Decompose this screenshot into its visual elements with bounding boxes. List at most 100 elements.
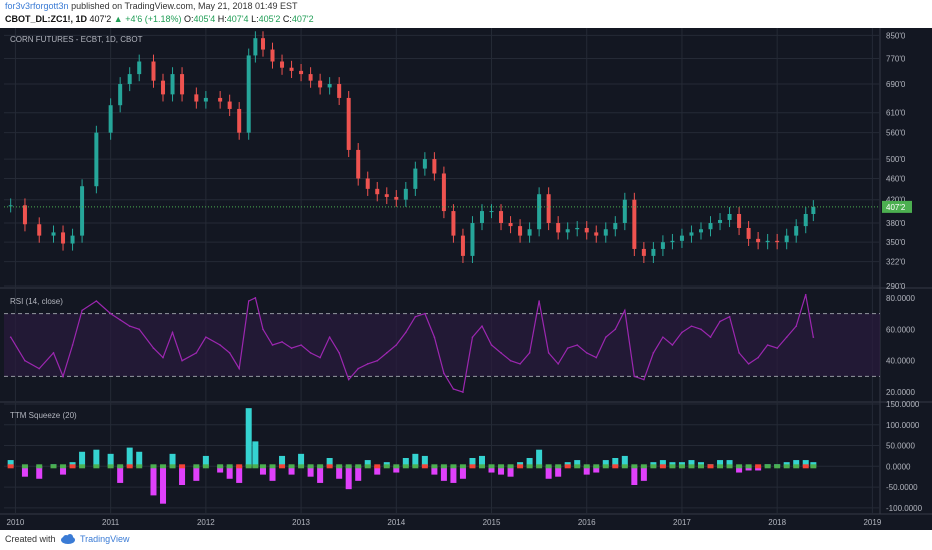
candle-body bbox=[489, 211, 494, 213]
squeeze-dot bbox=[488, 464, 495, 469]
squeeze-bar bbox=[545, 466, 552, 479]
squeeze-bar bbox=[60, 466, 67, 475]
candle-body bbox=[394, 196, 399, 200]
current-price: 407'2 bbox=[89, 14, 112, 24]
candle-body bbox=[727, 213, 732, 220]
squeeze-dot bbox=[745, 464, 752, 469]
candle-body bbox=[584, 227, 589, 233]
rsi-point bbox=[662, 336, 664, 338]
squeeze-dot bbox=[583, 464, 590, 469]
rsi-point bbox=[247, 300, 250, 302]
chart-svg[interactable]: 2010 2011 2012 2013 2014 2015 2016 2017 2018 2019… bbox=[0, 28, 932, 530]
squeeze-tick-label: 0.0000 bbox=[886, 462, 911, 471]
candle-body bbox=[613, 223, 618, 230]
squeeze-bar bbox=[7, 460, 14, 467]
rsi-tick-label: 20.0000 bbox=[886, 388, 915, 397]
rsi-point bbox=[795, 325, 798, 327]
candle-body bbox=[365, 178, 370, 189]
candle-body bbox=[346, 97, 351, 150]
candle-body bbox=[508, 223, 513, 227]
rsi-point bbox=[395, 344, 398, 346]
rsi-point bbox=[357, 367, 360, 370]
rsi-point bbox=[119, 319, 121, 321]
squeeze-bar bbox=[202, 455, 209, 467]
squeeze-bar bbox=[631, 466, 638, 485]
tradingview-link[interactable]: TradingView bbox=[80, 534, 130, 544]
squeeze-dot bbox=[269, 464, 276, 469]
squeeze-bar bbox=[431, 466, 438, 475]
candle-body bbox=[441, 173, 446, 212]
squeeze-bar bbox=[252, 441, 259, 467]
chart-area[interactable]: 2010 2011 2012 2013 2014 2015 2016 2017 2018 2019… bbox=[0, 28, 932, 530]
candle-body bbox=[280, 61, 285, 68]
rsi-point bbox=[519, 363, 521, 365]
squeeze-dot bbox=[431, 464, 438, 469]
candle-body bbox=[227, 101, 232, 109]
time-tick-label: 2015 bbox=[483, 518, 501, 527]
candle-body bbox=[632, 199, 637, 249]
candle-body bbox=[403, 188, 408, 200]
high-value: 407'4 bbox=[226, 14, 249, 24]
squeeze-dot bbox=[259, 464, 266, 469]
candle-body bbox=[479, 211, 484, 224]
rsi-point bbox=[109, 312, 112, 315]
candle-body bbox=[180, 74, 185, 95]
rsi-point bbox=[481, 325, 483, 327]
squeeze-dot bbox=[631, 464, 638, 469]
candle-body bbox=[237, 108, 242, 133]
price-tick-label: 350'0 bbox=[886, 238, 906, 247]
rsi-point bbox=[128, 325, 131, 327]
candle-body bbox=[460, 235, 465, 256]
squeeze-dot bbox=[160, 464, 167, 469]
candle-body bbox=[127, 74, 132, 85]
time-tick-label: 2018 bbox=[768, 518, 786, 527]
rsi-point bbox=[262, 328, 264, 331]
squeeze-dot bbox=[678, 464, 685, 469]
candle-body bbox=[803, 213, 808, 227]
candle-body bbox=[246, 55, 251, 133]
squeeze-dot bbox=[574, 464, 581, 469]
squeeze-bar bbox=[226, 466, 233, 479]
candle-body bbox=[94, 132, 99, 187]
squeeze-dot bbox=[307, 464, 314, 469]
rsi-point bbox=[595, 356, 598, 359]
squeeze-dot bbox=[650, 464, 657, 469]
squeeze-dot bbox=[150, 464, 157, 469]
squeeze-tick-label: 150.0000 bbox=[886, 400, 920, 409]
close-value: 407'2 bbox=[291, 14, 314, 24]
squeeze-dot bbox=[21, 464, 28, 469]
squeeze-bar bbox=[107, 453, 114, 467]
squeeze-dot bbox=[336, 464, 343, 469]
squeeze-dot bbox=[526, 464, 533, 469]
squeeze-bar bbox=[245, 408, 252, 467]
squeeze-dot bbox=[726, 464, 733, 469]
candle-body bbox=[451, 211, 456, 236]
rsi-point bbox=[195, 352, 198, 354]
rsi-point bbox=[309, 352, 312, 354]
candle-body bbox=[318, 80, 323, 88]
squeeze-bar bbox=[279, 455, 286, 467]
rsi-point bbox=[766, 344, 769, 346]
rsi-point bbox=[162, 356, 164, 359]
squeeze-bar bbox=[564, 462, 571, 467]
rsi-point bbox=[281, 341, 283, 343]
candle-body bbox=[546, 194, 551, 224]
squeeze-dot bbox=[36, 464, 43, 469]
rsi-point bbox=[366, 363, 369, 365]
squeeze-dot bbox=[217, 464, 224, 469]
rsi-point bbox=[490, 344, 493, 346]
rsi-point bbox=[52, 352, 55, 354]
squeeze-tick-label: -100.0000 bbox=[886, 504, 923, 513]
squeeze-bar bbox=[736, 466, 743, 473]
price-tick-label: 850'0 bbox=[886, 31, 906, 40]
rsi-point bbox=[443, 372, 445, 375]
squeeze-bar bbox=[160, 466, 167, 504]
squeeze-bar bbox=[621, 455, 628, 467]
rsi-point bbox=[547, 352, 550, 354]
squeeze-dot bbox=[774, 464, 781, 469]
rsi-point bbox=[452, 388, 455, 390]
squeeze-pane-title: TTM Squeeze (20) bbox=[10, 411, 77, 420]
author-link[interactable]: for3v3rforgott3n bbox=[5, 1, 69, 11]
candle-body bbox=[413, 168, 418, 189]
squeeze-bar bbox=[150, 466, 157, 496]
